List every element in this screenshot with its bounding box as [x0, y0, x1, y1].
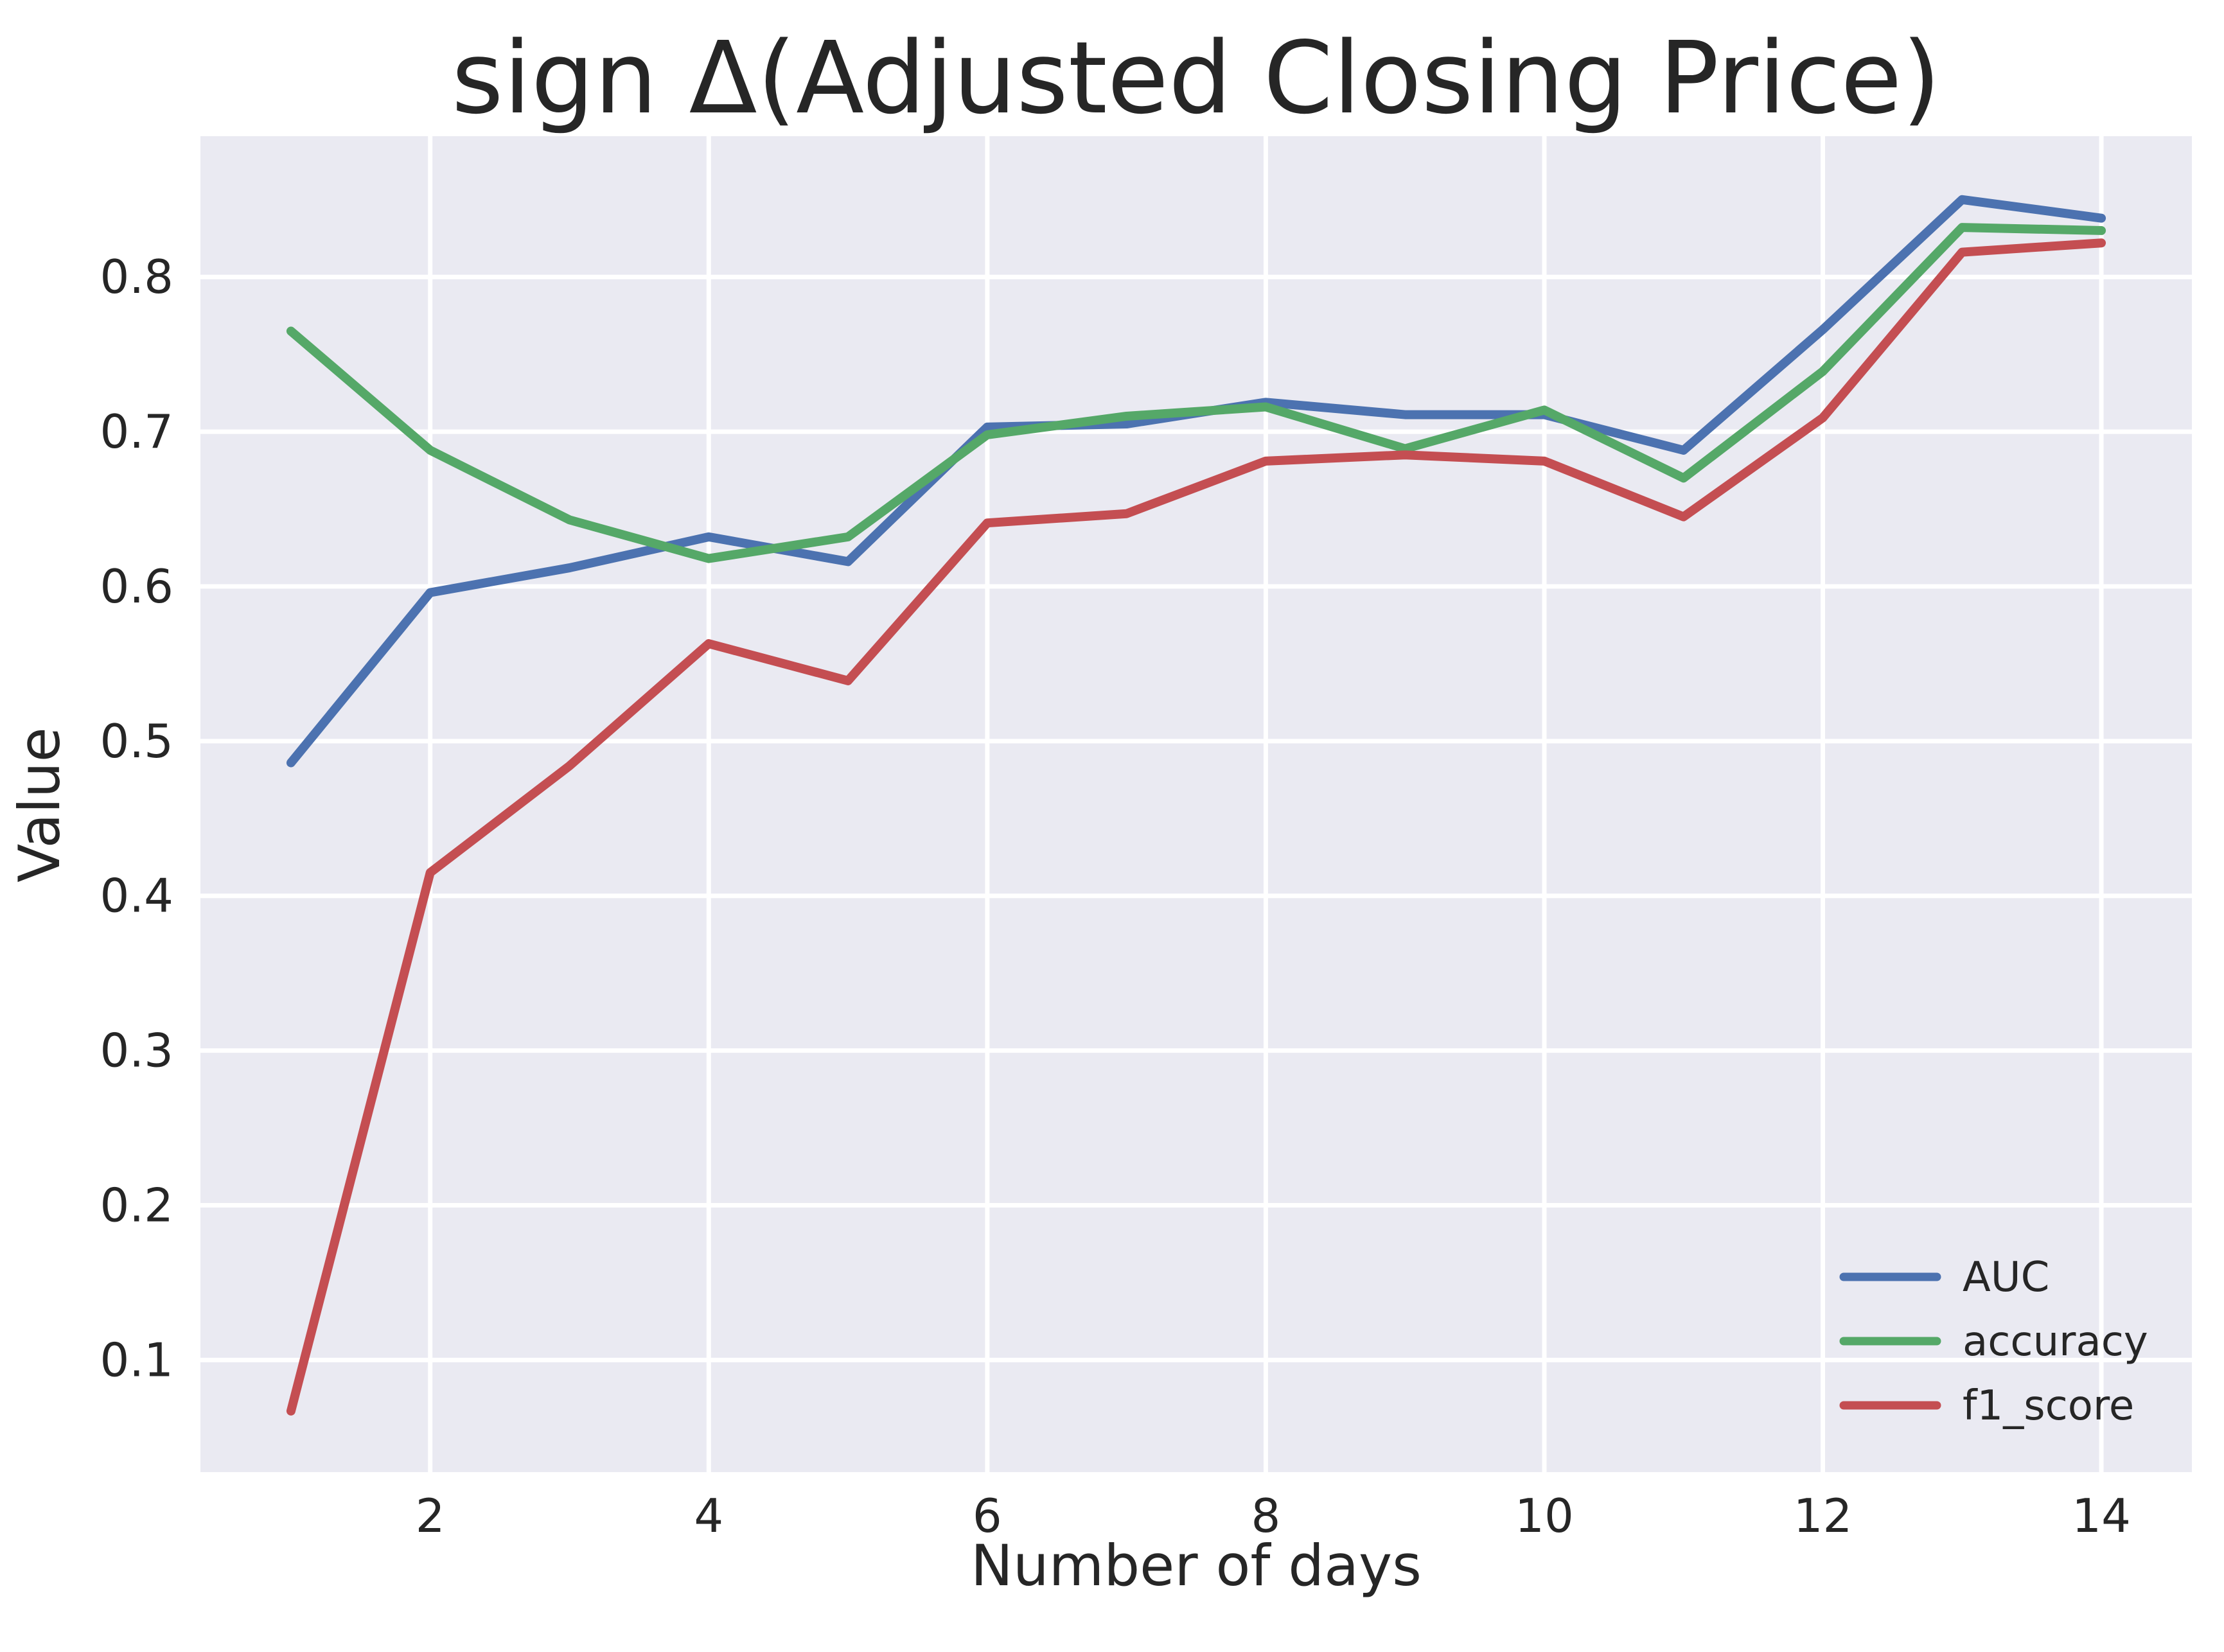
legend-label-f1_score: f1_score [1963, 1382, 2134, 1430]
series-line-f1_score [286, 238, 2106, 1416]
x-tick-label: 6 [973, 1489, 1002, 1543]
y-tick-label: 0.8 [100, 250, 173, 304]
x-tick-label: 12 [1794, 1489, 1853, 1543]
legend-label-AUC: AUC [1963, 1254, 2049, 1301]
x-tick-label: 4 [694, 1489, 723, 1543]
y-tick-label: 0.5 [100, 714, 173, 768]
x-tick-label: 2 [416, 1489, 445, 1543]
y-tick-label: 0.4 [100, 869, 173, 923]
y-axis-label: Value [6, 727, 73, 883]
chart-title: sign Δ(Adjusted Closing Price) [452, 20, 1941, 136]
y-tick-label: 0.2 [100, 1178, 173, 1232]
legend-label-accuracy: accuracy [1963, 1318, 2148, 1366]
x-axis-label: Number of days [971, 1533, 1422, 1599]
y-tick-label: 0.6 [100, 559, 173, 613]
x-tick-label: 8 [1251, 1489, 1280, 1543]
legend: AUC accuracy f1_score [1839, 1254, 2148, 1430]
x-tick-label: 10 [1515, 1489, 1574, 1543]
x-tick-label: 14 [2072, 1489, 2131, 1543]
y-tick-label: 0.7 [100, 405, 173, 459]
plot-area [200, 136, 2192, 1472]
series-line-accuracy [286, 223, 2106, 563]
y-tick-label: 0.3 [100, 1024, 173, 1078]
y-tick-label: 0.1 [100, 1333, 173, 1387]
